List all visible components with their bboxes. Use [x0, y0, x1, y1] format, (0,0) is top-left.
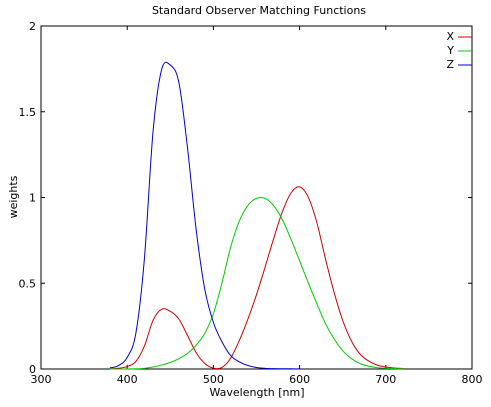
- x-tick-label: 600: [289, 373, 310, 386]
- y-tick-label: 1: [29, 192, 36, 205]
- series-line-y: [109, 196, 404, 370]
- series-line-z: [109, 61, 300, 370]
- x-tick-label: 700: [375, 373, 396, 386]
- y-axis-label: weights: [7, 175, 20, 218]
- x-axis-label: Wavelength [nm]: [209, 386, 304, 399]
- y-tick-labels: 0 0.5 1 1.5 2: [19, 20, 37, 376]
- legend-label-x: X: [446, 30, 454, 43]
- plot-frame: [40, 25, 473, 370]
- y-tick-label: 0.5: [19, 277, 37, 290]
- series-lines: [109, 61, 404, 370]
- y-tick-label: 0: [29, 363, 36, 376]
- chart-title: Standard Observer Matching Functions: [152, 4, 366, 17]
- x-tick-label: 300: [31, 373, 52, 386]
- x-tick-label: 400: [117, 373, 138, 386]
- legend-label-y: Y: [446, 44, 454, 57]
- x-tick-label: 800: [462, 373, 483, 386]
- x-tick-label: 500: [203, 373, 224, 386]
- axis-ticks: [40, 25, 473, 370]
- x-tick-labels: 300 400 500 600 700 800: [31, 373, 483, 386]
- legend-item-z: Z: [446, 58, 472, 71]
- legend: X Y Z: [446, 30, 472, 71]
- legend-item-x: X: [446, 30, 472, 43]
- legend-label-z: Z: [446, 58, 454, 71]
- y-tick-label: 2: [29, 20, 36, 33]
- y-tick-label: 1.5: [19, 106, 37, 119]
- legend-item-y: Y: [446, 44, 472, 57]
- series-line-x: [109, 186, 404, 370]
